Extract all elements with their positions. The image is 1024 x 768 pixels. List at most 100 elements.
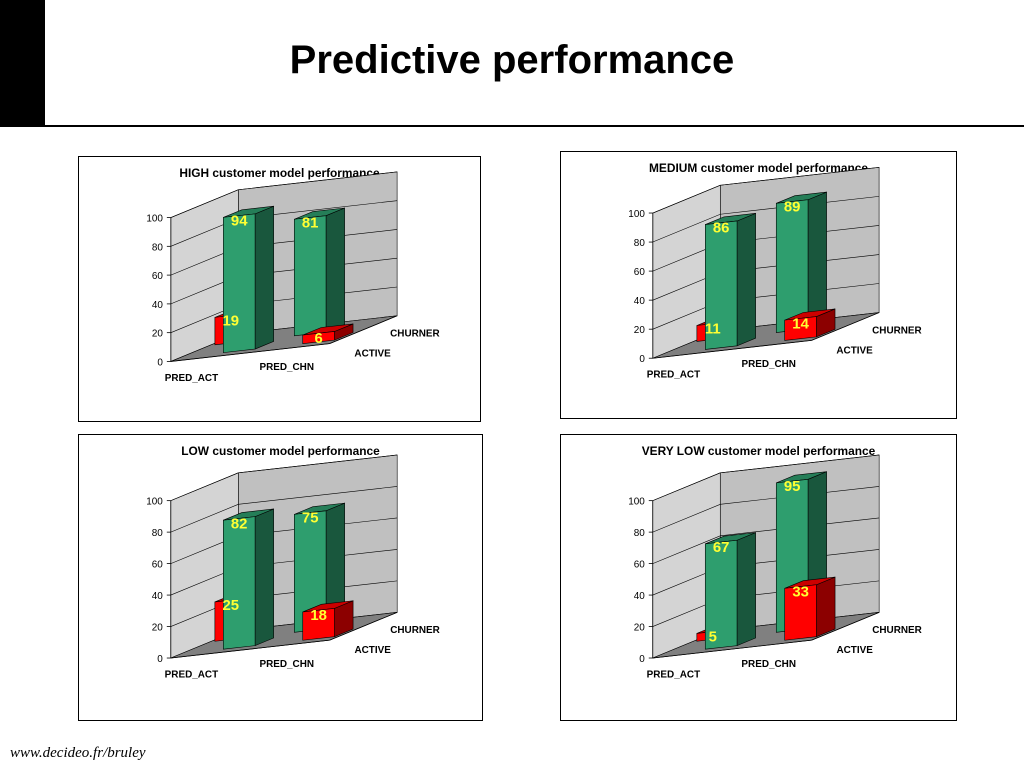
- bar-front: [784, 584, 817, 641]
- data-label: 95: [784, 479, 801, 495]
- y-tick-label: 80: [152, 242, 164, 253]
- depth-label-churner: CHURNER: [872, 625, 922, 636]
- data-label: 81: [302, 215, 319, 231]
- chart-title: LOW customer model performance: [181, 444, 380, 458]
- depth-label-active: ACTIVE: [354, 348, 391, 359]
- data-label: 94: [231, 214, 248, 230]
- x-category-label: PRED_CHN: [259, 659, 314, 670]
- data-label: 89: [784, 199, 801, 215]
- chart-title: VERY LOW customer model performance: [642, 444, 876, 458]
- bar-side: [254, 205, 274, 350]
- y-tick-label: 100: [146, 214, 163, 225]
- chart-panel-high: HIGH customer model performance 0 20 40 60 80…: [78, 156, 481, 422]
- bar-front: [302, 608, 335, 641]
- bar-front: [784, 316, 817, 341]
- bar-pred-chn-churner: [293, 207, 345, 337]
- y-tick-label: 40: [634, 591, 646, 602]
- depth-label-active: ACTIVE: [836, 645, 873, 656]
- y-tick-label: 40: [152, 591, 164, 602]
- gridline: [170, 486, 398, 533]
- bar-side: [736, 532, 756, 647]
- y-tick-label: 100: [628, 497, 645, 508]
- x-category-label: PRED_ACT: [647, 670, 700, 681]
- y-tick-label: 100: [146, 497, 163, 508]
- gridline: [652, 454, 880, 501]
- bar-front: [705, 220, 738, 350]
- depth-label-active: ACTIVE: [836, 345, 873, 356]
- x-axis-line: [652, 639, 812, 659]
- bar-front: [223, 516, 256, 650]
- data-label: 82: [231, 516, 248, 532]
- x-axis-line: [170, 343, 330, 362]
- chart-very-low: VERY LOW customer model performance 0 20 40…: [628, 444, 922, 681]
- bar-side: [807, 191, 827, 330]
- chart-title: HIGH customer model performance: [179, 166, 380, 180]
- chart-panel-low: LOW customer model performance 0 20 40 60 80 1…: [78, 434, 483, 721]
- x-category-label: PRED_CHN: [741, 659, 796, 670]
- gridline: [170, 454, 398, 501]
- y-tick-label: 100: [628, 209, 645, 220]
- bar-side: [816, 576, 836, 638]
- chart-low: LOW customer model performance 0 20 40 60 80 1…: [146, 444, 440, 681]
- footer-url: www.decideo.fr/bruley: [10, 745, 146, 761]
- depth-label-churner: CHURNER: [872, 325, 922, 336]
- depth-label-active: ACTIVE: [354, 645, 391, 656]
- slide-side-bar: [0, 0, 45, 126]
- bar-side: [254, 508, 274, 647]
- y-tick-label: 0: [157, 654, 163, 665]
- depth-label-churner: CHURNER: [390, 625, 440, 636]
- bar-side: [325, 207, 345, 333]
- bar-side: [736, 212, 756, 347]
- y-tick-label: 40: [634, 296, 646, 307]
- depth-axis-line: [811, 312, 880, 341]
- data-label: 5: [709, 630, 717, 646]
- y-tick-label: 0: [639, 654, 645, 665]
- y-tick-label: 20: [634, 623, 646, 634]
- y-tick-label: 20: [152, 623, 164, 634]
- gridline: [652, 167, 880, 214]
- y-tick-label: 20: [152, 329, 164, 340]
- bar-front: [293, 215, 327, 337]
- x-category-label: PRED_CHN: [259, 362, 314, 373]
- x-axis-line: [170, 639, 330, 659]
- depth-label-churner: CHURNER: [390, 329, 440, 340]
- y-tick-label: 60: [152, 560, 164, 571]
- data-label: 14: [792, 316, 809, 332]
- chart-medium: MEDIUM customer model performance 0 20 40 60…: [628, 161, 922, 381]
- chart-panel-very-low: VERY LOW customer model performance 0 20 40…: [560, 434, 957, 721]
- chart-high: HIGH customer model performance 0 20 40 60 80…: [146, 166, 440, 384]
- bar-pred-chn-active: [784, 308, 836, 341]
- data-label: 18: [310, 608, 327, 624]
- data-label: 86: [713, 221, 730, 237]
- y-tick-label: 60: [152, 271, 164, 282]
- y-tick-label: 60: [634, 560, 646, 571]
- depth-axis-line: [811, 611, 880, 641]
- title-divider: [0, 125, 1024, 127]
- y-tick-label: 0: [639, 354, 645, 365]
- bar-front: [704, 539, 738, 650]
- x-axis-line: [652, 339, 812, 359]
- depth-axis-line: [329, 315, 398, 344]
- data-label: 6: [314, 331, 322, 347]
- bar-pred-chn-active: [302, 323, 354, 345]
- bar-pred-act-active: [704, 532, 756, 650]
- y-tick-label: 80: [634, 528, 646, 539]
- depth-axis-line: [329, 611, 398, 641]
- bar-pred-act-active: [223, 205, 274, 353]
- data-label: 19: [223, 314, 240, 330]
- data-label: 11: [705, 322, 721, 338]
- y-tick-label: 0: [157, 357, 163, 368]
- bar-pred-chn-active: [784, 576, 836, 641]
- y-tick-label: 80: [634, 238, 646, 249]
- slide-title: Predictive performance: [289, 38, 735, 82]
- bar-pred-act-active: [705, 212, 756, 350]
- bar-pred-act-active: [223, 508, 274, 650]
- x-category-label: PRED_CHN: [741, 359, 796, 370]
- y-tick-label: 40: [152, 300, 164, 311]
- data-label: 25: [222, 598, 239, 614]
- chart-title: MEDIUM customer model performance: [649, 161, 868, 175]
- y-tick-label: 80: [152, 528, 164, 539]
- x-category-label: PRED_ACT: [647, 370, 700, 381]
- chart-panel-medium: MEDIUM customer model performance 0 20 40 60…: [560, 151, 957, 419]
- y-tick-label: 20: [634, 325, 646, 336]
